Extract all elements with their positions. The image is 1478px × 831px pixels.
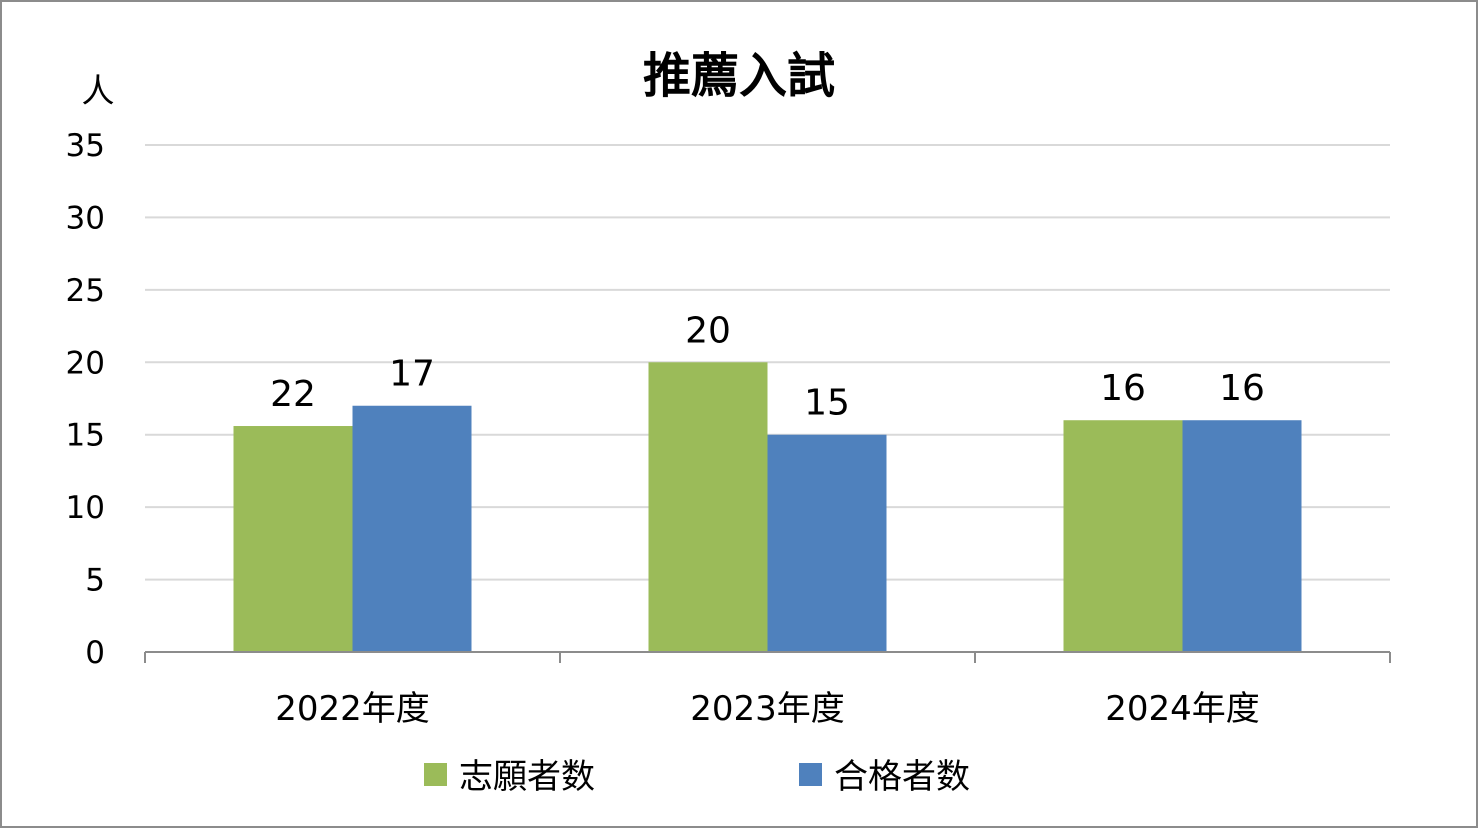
data-label: 17	[389, 354, 435, 395]
legend-label: 合格者数	[834, 757, 970, 797]
bar	[352, 405, 472, 652]
x-axis-categories: 2022年度 2023年度 2024年度	[275, 689, 1260, 729]
x-axis	[144, 651, 1391, 663]
x-category-label: 2024年度	[1105, 689, 1260, 729]
legend-label: 志願者数	[459, 757, 595, 797]
y-axis-ticks: 0 5 10 15 20 25 30 35	[66, 128, 105, 671]
data-labels: 22 20 16 17 15 16	[270, 310, 1265, 423]
data-label: 16	[1219, 368, 1265, 409]
legend-swatch	[799, 763, 822, 786]
bar	[648, 362, 768, 652]
y-tick-label: 25	[66, 273, 105, 309]
chart-title: 推薦入試	[643, 48, 835, 104]
y-tick-label: 35	[66, 128, 105, 164]
data-label: 22	[270, 374, 316, 415]
bar	[767, 434, 887, 652]
data-label: 16	[1100, 368, 1146, 409]
bar	[233, 426, 353, 652]
y-tick-label: 20	[66, 345, 105, 381]
data-label: 15	[804, 383, 850, 424]
bar	[1182, 420, 1302, 652]
y-tick-label: 10	[66, 490, 105, 526]
y-axis-unit-label: 人	[82, 71, 115, 110]
y-tick-label: 30	[66, 200, 105, 236]
legend: 志願者数 合格者数	[424, 757, 970, 797]
y-tick-label: 5	[85, 563, 105, 599]
y-tick-label: 0	[85, 635, 105, 671]
bars	[233, 362, 1302, 652]
y-tick-label: 15	[66, 418, 105, 454]
legend-swatch	[424, 763, 447, 786]
x-category-label: 2022年度	[275, 689, 430, 729]
x-category-label: 2023年度	[690, 689, 845, 729]
bar	[1063, 420, 1183, 652]
data-label: 20	[685, 310, 731, 351]
